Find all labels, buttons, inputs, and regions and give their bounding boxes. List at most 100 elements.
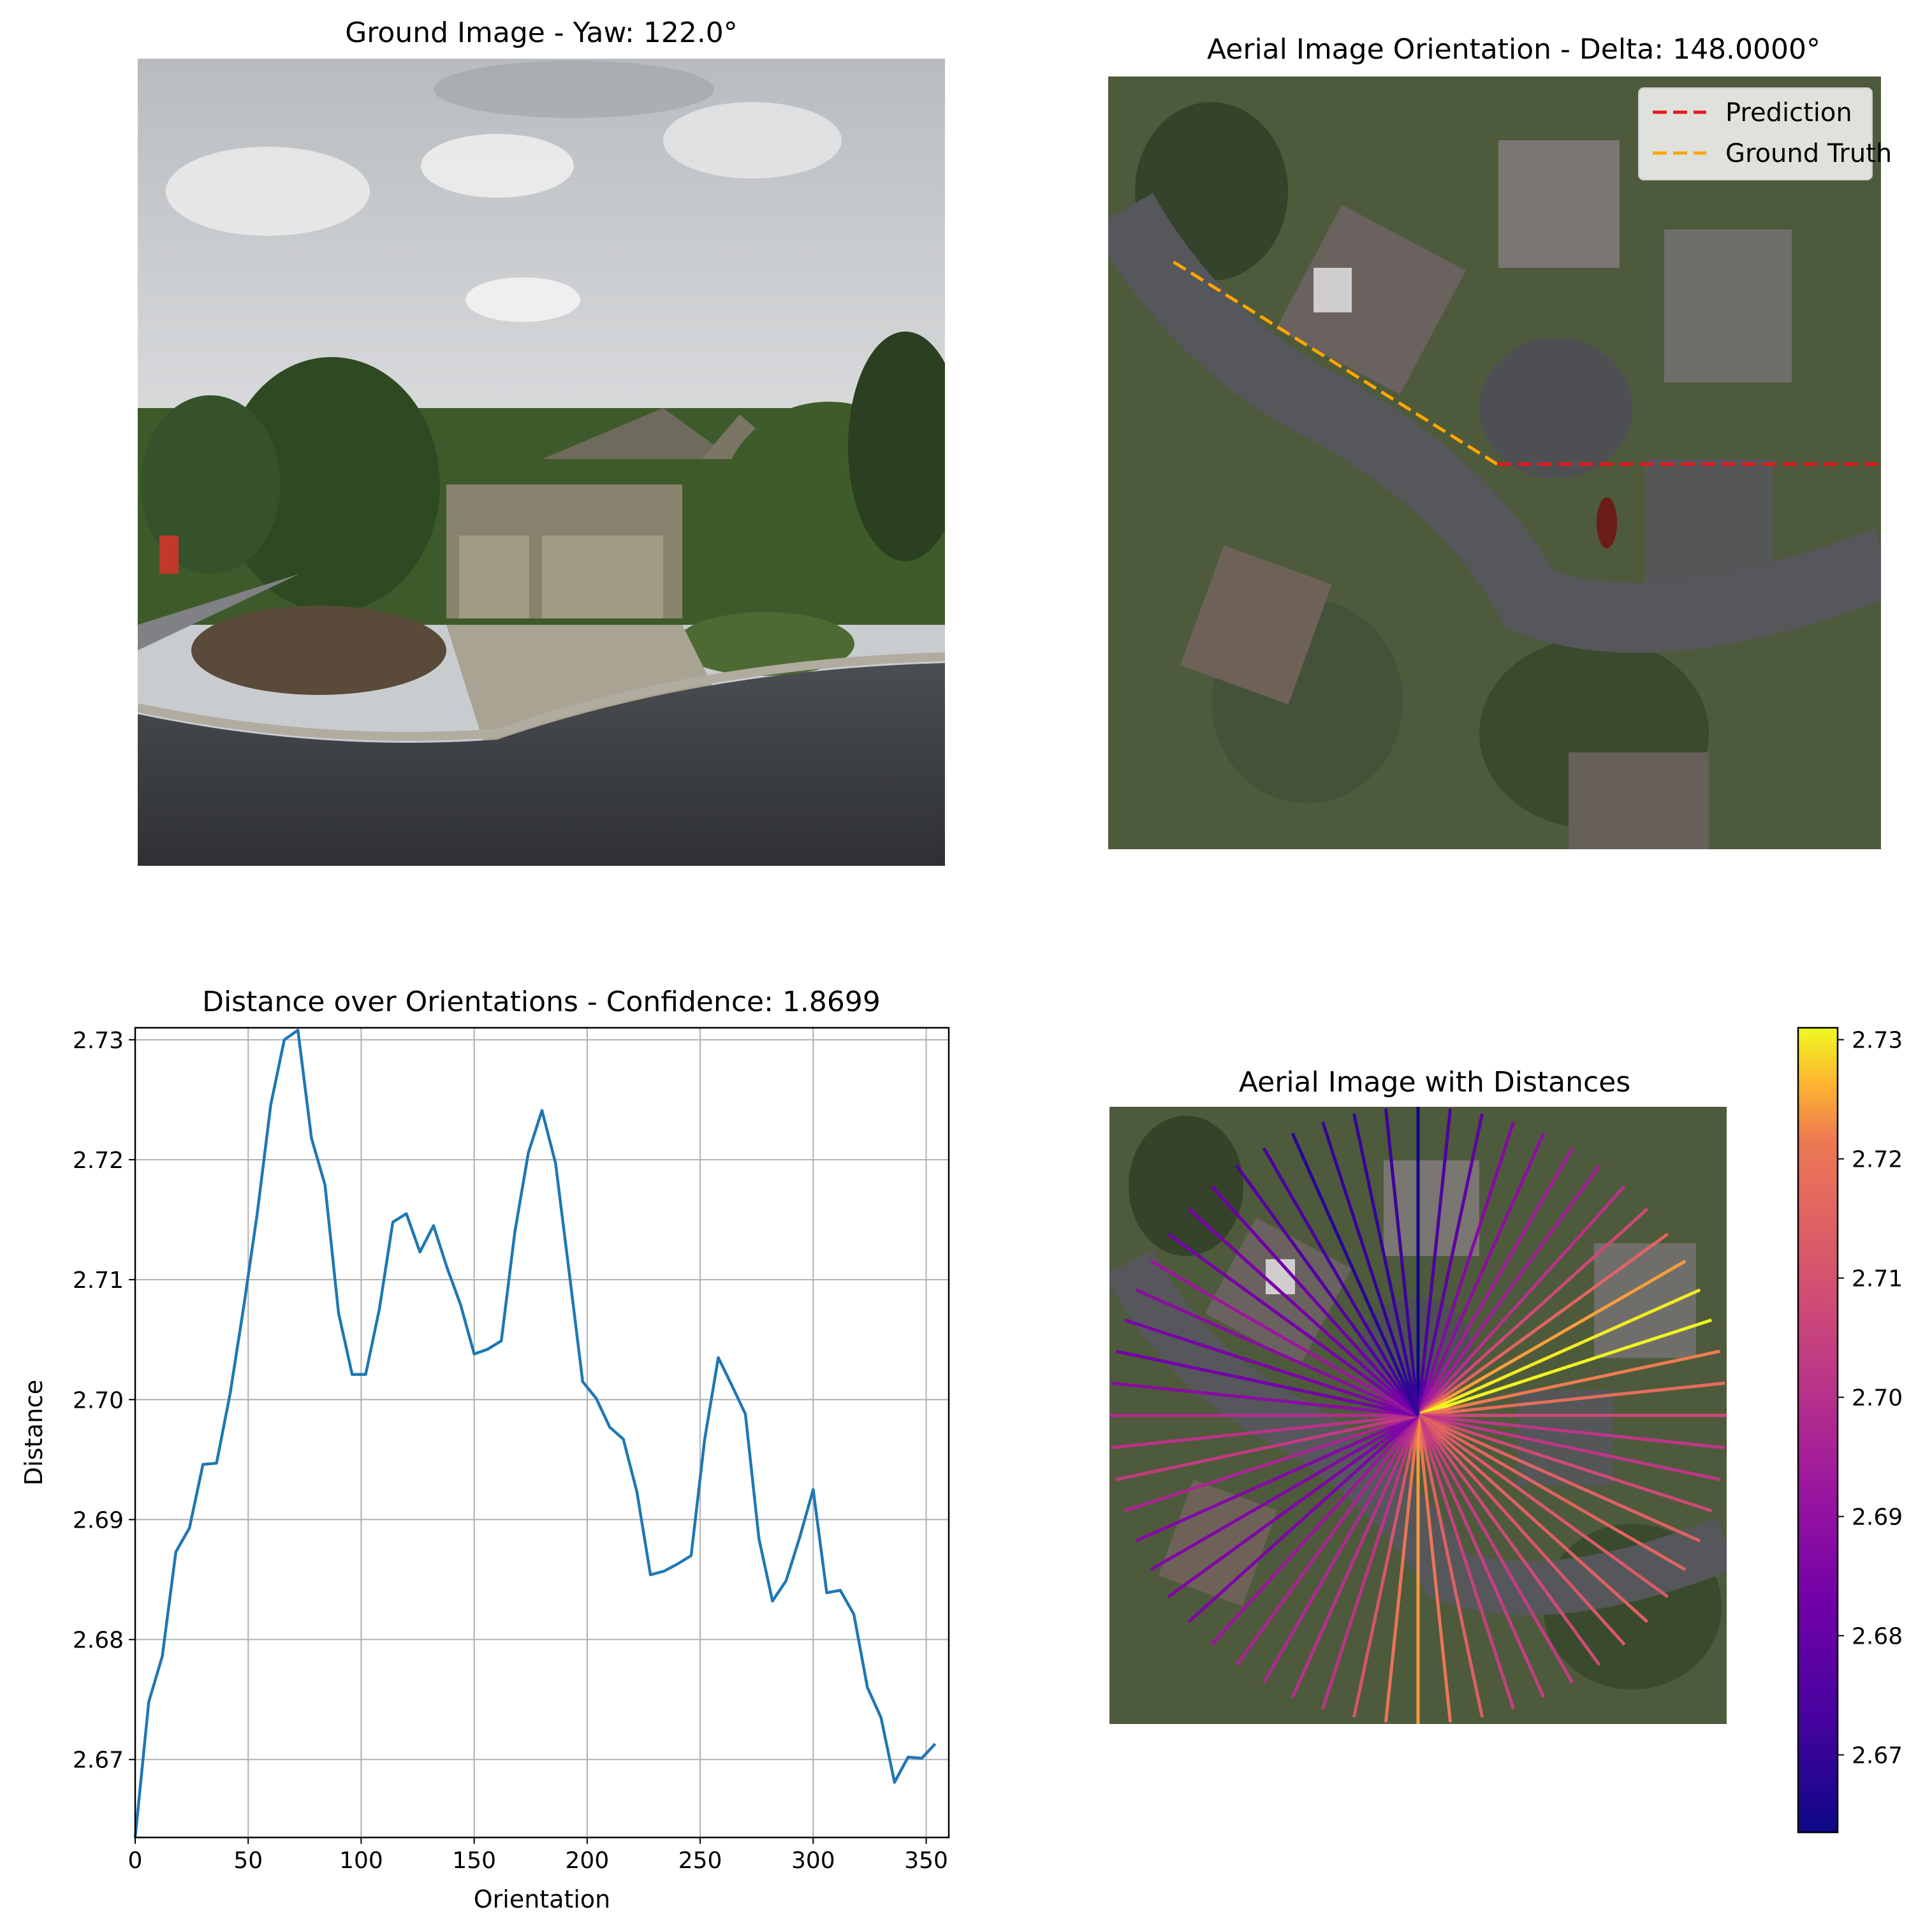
- colorbar-ticks: 2.67 2.68 2.69 2.70 2.71 2.72 2.73: [1838, 1028, 1903, 1769]
- x-tick-label: 300: [791, 1848, 835, 1874]
- colorbar-tick-label: 2.69: [1852, 1505, 1903, 1531]
- distance-ray: [1291, 1414, 1420, 1698]
- x-tick-label: 100: [339, 1848, 383, 1874]
- ground-truth-line: [1169, 258, 1498, 466]
- colorbar-tick-label: 2.72: [1852, 1147, 1903, 1173]
- distance-ray: [1291, 1132, 1420, 1417]
- x-tick-label: 50: [233, 1848, 263, 1874]
- distance-ray: [1417, 1318, 1713, 1417]
- aerial-distances-title: Aerial Image with Distances: [1239, 1066, 1630, 1099]
- distance-ray: [1116, 1349, 1419, 1417]
- distance-ray: [1417, 1414, 1649, 1623]
- distance-ray: [1210, 1185, 1419, 1417]
- aerial-orientation-panel: Aerial Image Orientation - Delta: 148.00…: [1108, 33, 1892, 849]
- distance-ray: [1417, 1185, 1626, 1417]
- y-tick-label: 2.69: [73, 1507, 124, 1533]
- distance-ray: [1167, 1232, 1419, 1417]
- distance-ray: [1150, 1259, 1419, 1417]
- distance-ray: [1235, 1414, 1420, 1667]
- distance-rays: [1109, 1107, 1727, 1724]
- distance-ray: [1384, 1415, 1420, 1723]
- x-tick-label: 150: [452, 1848, 496, 1874]
- distance-ray: [1416, 1164, 1601, 1417]
- distance-ray: [1416, 1113, 1484, 1416]
- colorbar: 2.67 2.68 2.69 2.70 2.71 2.72 2.73: [1797, 1026, 1903, 1834]
- y-tick-label: 2.68: [73, 1628, 124, 1654]
- colorbar-tick-label: 2.68: [1852, 1624, 1903, 1650]
- distance-ray: [1416, 1147, 1574, 1417]
- distance-ray: [1416, 1414, 1546, 1698]
- colorbar-tick-label: 2.71: [1852, 1266, 1903, 1292]
- distance-ray: [1417, 1259, 1687, 1417]
- distance-ray: [1417, 1349, 1720, 1417]
- distance-ray: [1416, 1414, 1574, 1684]
- distance-ray: [1321, 1415, 1420, 1710]
- distance-ray: [1235, 1164, 1420, 1417]
- colorbar-tick-label: 2.73: [1852, 1028, 1903, 1054]
- aerial-distances-panel: Aerial Image with Distances 2.67 2.68 2.69…: [1109, 1026, 1903, 1834]
- distance-ray: [1417, 1381, 1725, 1417]
- colorbar-tick-label: 2.67: [1852, 1742, 1903, 1769]
- distance-ray: [1111, 1381, 1419, 1417]
- distance-ray: [1262, 1147, 1420, 1417]
- distance-ray: [1352, 1415, 1420, 1718]
- distance-ray: [1416, 1415, 1515, 1710]
- chart-title: Distance over Orientations - Confidence:…: [202, 986, 881, 1018]
- legend-prediction-label: Prediction: [1725, 98, 1852, 128]
- grid: [135, 1028, 949, 1837]
- distance-ray: [1135, 1413, 1419, 1543]
- y-tick-label: 2.72: [73, 1148, 124, 1174]
- distance-ray: [1116, 1413, 1419, 1482]
- distance-ray: [1416, 1415, 1453, 1723]
- distance-ray: [1111, 1413, 1419, 1450]
- distance-ray: [1135, 1288, 1419, 1417]
- colorbar-gradient: [1797, 1026, 1839, 1834]
- distance-ray: [1150, 1413, 1419, 1572]
- legend-ground-truth-label: Ground Truth: [1725, 139, 1892, 168]
- y-axis-label: Distance: [20, 1380, 48, 1486]
- distance-ray: [1417, 1208, 1649, 1417]
- y-tick-label: 2.73: [73, 1028, 124, 1054]
- distance-ray: [1417, 1414, 1626, 1646]
- distance-ray: [1262, 1414, 1420, 1684]
- distance-ray: [1321, 1121, 1420, 1416]
- distance-ray: [1416, 1415, 1484, 1718]
- ground-panel: Ground Image - Yaw: 122.0°: [138, 17, 945, 866]
- distance-ray: [1417, 1413, 1713, 1512]
- y-tick-label: 2.71: [73, 1267, 124, 1294]
- series-line: [133, 1028, 937, 1838]
- x-tick-label: 0: [128, 1848, 143, 1874]
- distance-ray: [1417, 1413, 1669, 1598]
- distance-ray: [1123, 1413, 1419, 1512]
- distance-ray: [1416, 1132, 1546, 1417]
- distance-ray: [1417, 1413, 1701, 1543]
- distance-ray: [1417, 1232, 1669, 1417]
- distance-ray: [1417, 1413, 1725, 1450]
- distance-ray: [1417, 1413, 1687, 1572]
- x-tick-label: 200: [566, 1848, 610, 1874]
- colorbar-tick-label: 2.70: [1852, 1385, 1903, 1412]
- distance-ray: [1416, 1121, 1515, 1416]
- x-axis-label: Orientation: [474, 1885, 611, 1913]
- plot-frame: [134, 1026, 950, 1839]
- distance-ray: [1187, 1208, 1419, 1417]
- x-tick-label: 350: [904, 1848, 948, 1874]
- distance-ray: [1417, 1288, 1701, 1417]
- distance-ray: [1352, 1113, 1420, 1416]
- distance-ray: [1123, 1318, 1419, 1417]
- ground-photo: [138, 59, 945, 866]
- line-chart: Distance over Orientations - Confidence:…: [20, 986, 950, 1913]
- ground-image-title: Ground Image - Yaw: 122.0°: [345, 17, 738, 49]
- y-tick-label: 2.67: [73, 1748, 124, 1774]
- distance-ray: [1187, 1414, 1419, 1623]
- distance-ray: [1417, 1413, 1720, 1482]
- distance-ray: [1384, 1108, 1420, 1416]
- distance-ray: [1167, 1413, 1419, 1598]
- y-tick-label: 2.70: [73, 1387, 124, 1413]
- distance-ray: [1416, 1414, 1601, 1667]
- distance-ray: [1416, 1108, 1453, 1416]
- legend: Prediction Ground Truth: [1638, 87, 1892, 180]
- aerial-orientation-title: Aerial Image Orientation - Delta: 148.00…: [1207, 33, 1820, 66]
- x-axis-ticks: 0 50 100 150 200 250 300 350: [128, 1837, 948, 1874]
